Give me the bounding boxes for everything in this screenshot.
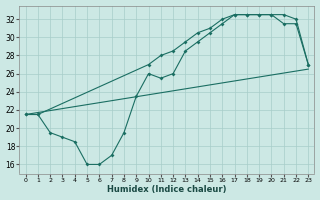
X-axis label: Humidex (Indice chaleur): Humidex (Indice chaleur)	[107, 185, 227, 194]
